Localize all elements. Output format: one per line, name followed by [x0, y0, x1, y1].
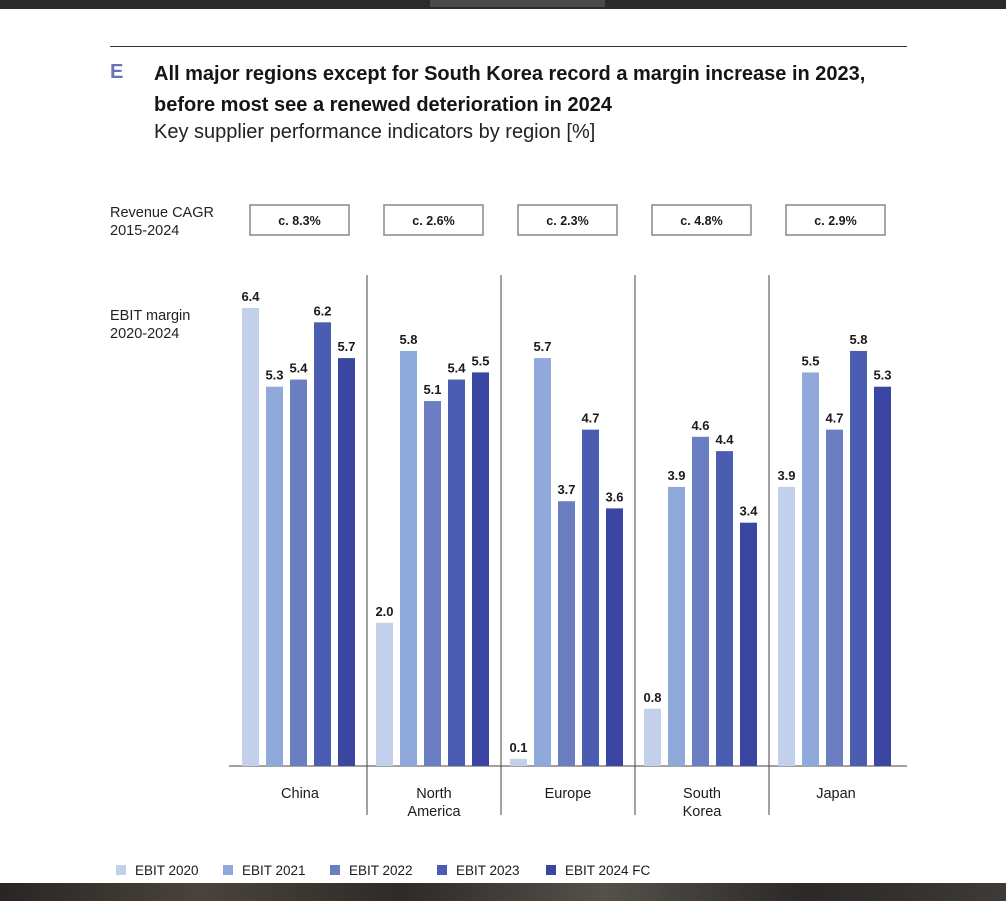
cagr-row-label: Revenue CAGR 2015-2024 [110, 204, 214, 240]
legend-swatch [330, 865, 340, 875]
data-label: 4.7 [825, 411, 843, 426]
category-label: China [281, 786, 320, 802]
bar [376, 622, 393, 766]
bar [448, 379, 465, 766]
cagr-value: c. 2.9% [814, 214, 856, 228]
cagr-box [383, 204, 484, 236]
bar [290, 379, 307, 766]
cagr-box [785, 204, 886, 236]
bar [850, 350, 867, 766]
category-label: Japan [816, 786, 856, 802]
bar [472, 372, 489, 766]
bar [534, 358, 551, 766]
data-label: 5.5 [471, 353, 489, 368]
ebit-label-line-1: EBIT margin [110, 308, 191, 324]
bar [314, 322, 331, 766]
bar [874, 386, 891, 766]
bar [644, 708, 661, 766]
bar [692, 436, 709, 766]
legend-swatch [223, 865, 233, 875]
data-label: 3.4 [739, 504, 758, 519]
data-label: 4.6 [691, 418, 709, 433]
ebit-row-label: EBIT margin 2020-2024 [110, 307, 190, 343]
data-label: 6.4 [241, 289, 260, 304]
legend-swatch [116, 865, 126, 875]
cagr-label-line-2: 2015-2024 [110, 223, 180, 239]
window-top-bar [0, 0, 1006, 9]
bar [424, 401, 441, 766]
data-label: 4.7 [581, 411, 599, 426]
exhibit-letter: E [110, 61, 124, 83]
bar [716, 451, 733, 766]
legend-label: EBIT 2022 [349, 863, 413, 878]
data-label: 5.3 [265, 368, 283, 383]
data-label: 5.8 [849, 332, 867, 347]
data-label: 4.4 [715, 432, 734, 447]
category-label: North [416, 786, 451, 802]
cagr-box [249, 204, 350, 236]
bar [826, 429, 843, 766]
data-label: 5.1 [423, 382, 441, 397]
bar [400, 350, 417, 766]
data-label: 5.7 [337, 339, 355, 354]
cagr-value: c. 8.3% [278, 214, 320, 228]
cagr-value: c. 2.6% [412, 214, 454, 228]
bar [668, 486, 685, 766]
data-label: 5.8 [399, 332, 417, 347]
data-label: 3.9 [667, 468, 685, 483]
data-label: 0.1 [509, 740, 527, 755]
data-label: 5.3 [873, 368, 891, 383]
bar [510, 758, 527, 766]
data-label: 3.6 [605, 489, 623, 504]
cagr-value: c. 4.8% [680, 214, 722, 228]
cagr-box [651, 204, 752, 236]
bar [582, 429, 599, 766]
bar [558, 501, 575, 766]
legend-label: EBIT 2024 FC [565, 863, 651, 878]
chart-title: All major regions except for South Korea… [154, 63, 866, 116]
category-label: America [407, 804, 461, 820]
desktop-strip [0, 883, 1006, 901]
chart-subtitle: Key supplier performance indicators by r… [154, 121, 596, 143]
category-label: South [683, 786, 721, 802]
cagr-box [517, 204, 618, 236]
header-rule [110, 46, 907, 47]
data-label: 5.4 [447, 361, 466, 376]
bar [242, 308, 259, 766]
data-label: 5.7 [533, 339, 551, 354]
legend-label: EBIT 2021 [242, 863, 306, 878]
bar [266, 386, 283, 766]
legend-label: EBIT 2023 [456, 863, 520, 878]
ebit-label-line-2: 2020-2024 [110, 326, 180, 342]
bar [338, 358, 355, 766]
data-label: 5.5 [801, 353, 819, 368]
cagr-value: c. 2.3% [546, 214, 588, 228]
bar [802, 372, 819, 766]
bar [606, 508, 623, 766]
bar [778, 486, 795, 766]
legend-swatch [546, 865, 556, 875]
cagr-label-line-1: Revenue CAGR [110, 205, 214, 221]
category-label: Korea [683, 804, 723, 820]
window-tab[interactable] [430, 0, 605, 7]
category-label: Europe [545, 786, 592, 802]
data-label: 6.2 [313, 303, 331, 318]
data-label: 3.7 [557, 482, 575, 497]
data-label: 3.9 [777, 468, 795, 483]
legend-label: EBIT 2020 [135, 863, 199, 878]
data-label: 5.4 [289, 361, 308, 376]
data-label: 2.0 [375, 604, 393, 619]
bar [740, 522, 757, 766]
data-label: 0.8 [643, 690, 661, 705]
legend-swatch [437, 865, 447, 875]
